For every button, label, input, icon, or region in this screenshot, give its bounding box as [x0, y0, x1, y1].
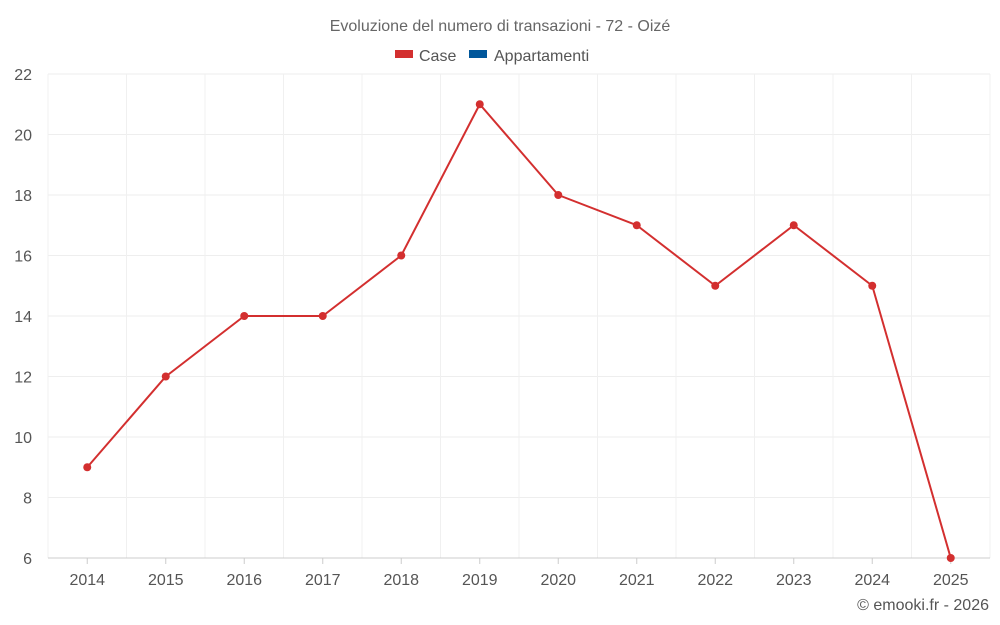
plot-area: [83, 100, 955, 562]
credit-text: © emooki.fr - 2026: [857, 597, 989, 614]
x-tick-label: 2019: [462, 572, 498, 589]
x-tick-label: 2016: [226, 572, 262, 589]
y-tick-label: 8: [23, 491, 32, 508]
series-line-case: [86, 103, 952, 559]
y-tick-label: 10: [14, 430, 32, 447]
data-point[interactable]: [161, 372, 170, 381]
legend-item-case[interactable]: Case: [395, 48, 456, 65]
x-axis: 2014 2015 2016 2017 2018 2019 2020 2021 2022 2023…: [48, 557, 990, 589]
x-tick-label: 2018: [383, 572, 419, 589]
legend: Case Appartamenti: [395, 48, 589, 65]
data-point[interactable]: [397, 251, 406, 260]
legend-item-appartamenti[interactable]: Appartamenti: [469, 48, 589, 65]
legend-label-appartamenti: Appartamenti: [494, 48, 589, 65]
y-tick-label: 18: [14, 188, 32, 205]
y-tick-label: 6: [23, 551, 32, 568]
y-axis: 6 8 10 12 14 16 18 20 22: [14, 67, 32, 568]
data-point[interactable]: [83, 463, 92, 472]
y-tick-label: 12: [14, 370, 32, 387]
data-point[interactable]: [946, 554, 955, 562]
x-tick-label: 2015: [148, 572, 184, 589]
data-point[interactable]: [240, 312, 249, 320]
legend-swatch-appartamenti: [469, 50, 487, 58]
x-tick-label: 2014: [69, 572, 105, 589]
x-tick-label: 2022: [697, 572, 733, 589]
x-tick-label: 2023: [776, 572, 812, 589]
data-point[interactable]: [318, 312, 327, 320]
legend-label-case: Case: [419, 48, 456, 65]
x-tick-label: 2025: [933, 572, 969, 589]
chart-title: Evoluzione del numero di transazioni - 7…: [330, 18, 671, 35]
y-tick-label: 20: [14, 128, 32, 145]
data-point[interactable]: [868, 281, 877, 290]
x-tick-label: 2024: [854, 572, 890, 589]
y-tick-label: 22: [14, 67, 32, 84]
y-tick-label: 14: [14, 309, 32, 326]
data-point[interactable]: [554, 191, 563, 199]
x-tick-label: 2021: [619, 572, 655, 589]
grid: [47, 73, 991, 559]
x-tick-label: 2020: [540, 572, 576, 589]
legend-swatch-case: [395, 50, 413, 58]
data-point[interactable]: [711, 281, 720, 290]
data-point[interactable]: [789, 221, 798, 230]
x-tick-label: 2017: [305, 572, 341, 589]
data-point[interactable]: [632, 221, 641, 230]
data-point[interactable]: [475, 100, 484, 109]
y-tick-label: 16: [14, 249, 32, 266]
